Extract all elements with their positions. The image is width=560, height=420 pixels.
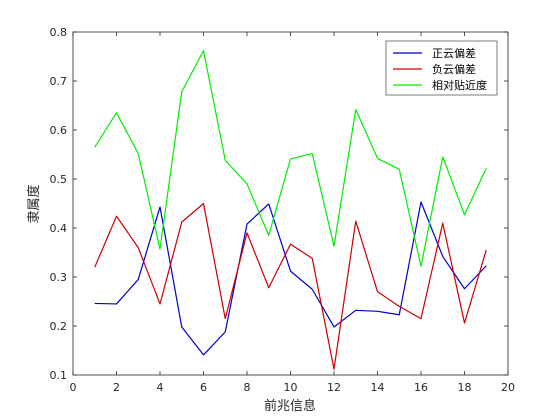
x-tick-label: 10 (284, 381, 298, 394)
x-tick-label: 6 (200, 381, 207, 394)
x-tick-label: 12 (327, 381, 341, 394)
y-tick-label: 0.5 (50, 173, 68, 186)
x-tick-label: 2 (113, 381, 120, 394)
y-tick-label: 0.8 (50, 26, 68, 39)
legend-box (385, 40, 498, 96)
series-line-1 (94, 202, 487, 370)
series-lines (94, 50, 487, 370)
y-tick-label: 0.6 (50, 124, 68, 137)
x-tick-label: 18 (458, 381, 472, 394)
series-line-0 (94, 201, 487, 356)
legend-label-1: 负云偏差 (432, 62, 476, 76)
x-tick-label: 16 (414, 381, 428, 394)
y-tick-label: 0.3 (50, 271, 68, 284)
x-tick-label: 14 (371, 381, 385, 394)
y-tick-label: 0.1 (50, 369, 68, 382)
legend-label-2: 相对贴近度 (432, 78, 487, 92)
x-tick-label: 8 (244, 381, 251, 394)
x-tick-label: 0 (70, 381, 77, 394)
y-tick-label: 0.7 (50, 75, 68, 88)
axis-ticks: 0 2 4 6 8 10 12 14 16 18 20 0.1 0.2 0.3 0.4 0.5 0.6 0.7 0.… (50, 26, 516, 394)
legend: 正云偏差 负云偏差 相对贴近度 (385, 40, 498, 96)
legend-label-0: 正云偏差 (432, 46, 476, 60)
x-tick-label: 20 (501, 381, 515, 394)
y-tick-label: 0.2 (50, 320, 68, 333)
y-axis-label: 隶属度 (26, 184, 42, 223)
x-axis-label: 前兆信息 (264, 398, 316, 414)
series-line-2 (94, 50, 487, 267)
x-tick-label: 4 (157, 381, 164, 394)
y-tick-label: 0.4 (50, 222, 68, 235)
